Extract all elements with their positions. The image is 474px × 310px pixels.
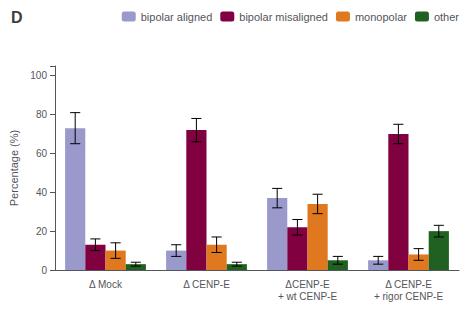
svg-text:60: 60 — [36, 148, 48, 159]
svg-text:40: 40 — [36, 187, 48, 198]
svg-text:D: D — [11, 9, 23, 26]
svg-text:20: 20 — [36, 226, 48, 237]
svg-text:0: 0 — [41, 265, 47, 276]
svg-text:bipolar aligned: bipolar aligned — [141, 11, 213, 23]
svg-text:other: other — [434, 11, 459, 23]
svg-text:Percentage (%): Percentage (%) — [8, 130, 20, 206]
svg-text:monopolar: monopolar — [355, 11, 407, 23]
svg-text:ΔCENP-E: ΔCENP-E — [285, 279, 330, 290]
svg-text:+ rigor CENP-E: + rigor CENP-E — [374, 291, 444, 302]
svg-text:+ wt CENP-E: + wt CENP-E — [278, 291, 338, 302]
svg-text:Δ Mock: Δ Mock — [89, 279, 123, 290]
svg-text:Δ CENP-E: Δ CENP-E — [183, 279, 230, 290]
svg-text:Δ CENP-E: Δ CENP-E — [385, 279, 432, 290]
svg-text:100: 100 — [30, 70, 47, 81]
svg-text:80: 80 — [36, 109, 48, 120]
svg-text:bipolar misaligned: bipolar misaligned — [239, 11, 328, 23]
